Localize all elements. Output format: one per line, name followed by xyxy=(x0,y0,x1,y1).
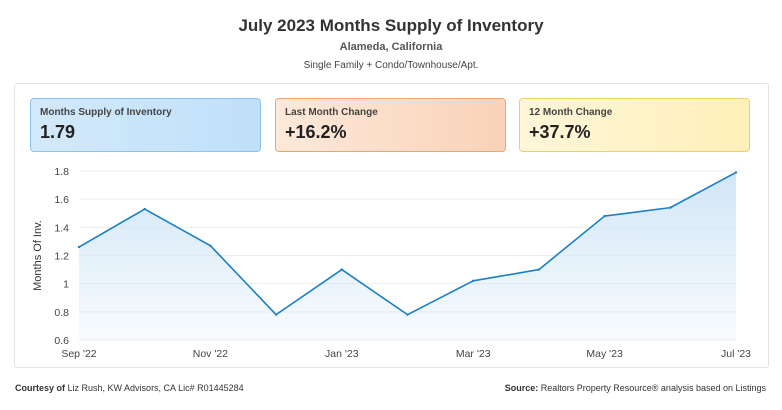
stat-card-label: Months Supply of Inventory xyxy=(40,107,172,118)
y-tick-label: 1.6 xyxy=(54,194,69,206)
y-tick-label: 0.8 xyxy=(54,307,69,319)
x-tick-label: Mar '23 xyxy=(456,348,491,360)
footer-courtesy: Courtesy of Liz Rush, KW Advisors, CA Li… xyxy=(15,383,244,393)
data-point xyxy=(669,206,672,209)
footer-source-text: Realtors Property Resource® analysis bas… xyxy=(540,383,766,393)
y-axis-label: Months Of Inv. xyxy=(32,220,44,291)
data-point xyxy=(77,245,81,249)
footer-courtesy-label: Courtesy of xyxy=(15,383,66,393)
data-point xyxy=(734,171,738,174)
y-tick-label: 1.8 xyxy=(54,166,69,178)
data-point xyxy=(406,313,409,316)
y-tick-label: 1.4 xyxy=(54,222,69,234)
x-tick-label: Jul '23 xyxy=(721,348,751,360)
y-tick-label: 1.2 xyxy=(54,251,69,263)
data-point xyxy=(472,279,475,283)
y-tick-label: 0.6 xyxy=(54,335,69,347)
y-tick-label: 1 xyxy=(63,279,69,291)
data-point xyxy=(603,214,606,218)
series-area xyxy=(79,172,736,340)
x-tick-label: Nov '22 xyxy=(193,348,228,360)
chart-location: Alameda, California xyxy=(339,41,443,53)
stat-card-value: 1.79 xyxy=(40,122,76,142)
stat-card-label: 12 Month Change xyxy=(529,107,613,118)
stat-card-last-month-change: Last Month Change +16.2% xyxy=(275,98,506,152)
footer-courtesy-text: Liz Rush, KW Advisors, CA Lic# R01445284 xyxy=(67,383,244,393)
stat-card-12-month-change: 12 Month Change +37.7% xyxy=(519,98,750,152)
data-point xyxy=(209,244,212,247)
data-point xyxy=(274,313,278,316)
data-point xyxy=(537,268,541,271)
chart-title: July 2023 Months Supply of Inventory xyxy=(238,16,544,35)
data-point xyxy=(143,207,146,211)
x-tick-label: Jan '23 xyxy=(325,348,359,360)
stat-card-label: Last Month Change xyxy=(285,107,378,118)
footer-source: Source: Realtors Property Resource® anal… xyxy=(505,383,766,393)
footer-source-label: Source: xyxy=(504,383,539,393)
stat-card-value: +37.7% xyxy=(529,122,591,142)
x-tick-label: May '23 xyxy=(586,348,623,360)
stat-card-months-supply: Months Supply of Inventory 1.79 xyxy=(30,98,261,152)
stat-card-value: +16.2% xyxy=(285,122,347,142)
x-tick-label: Sep '22 xyxy=(61,348,96,360)
chart-property-types: Single Family + Condo/Townhouse/Apt. xyxy=(303,60,479,71)
data-point xyxy=(340,268,343,271)
